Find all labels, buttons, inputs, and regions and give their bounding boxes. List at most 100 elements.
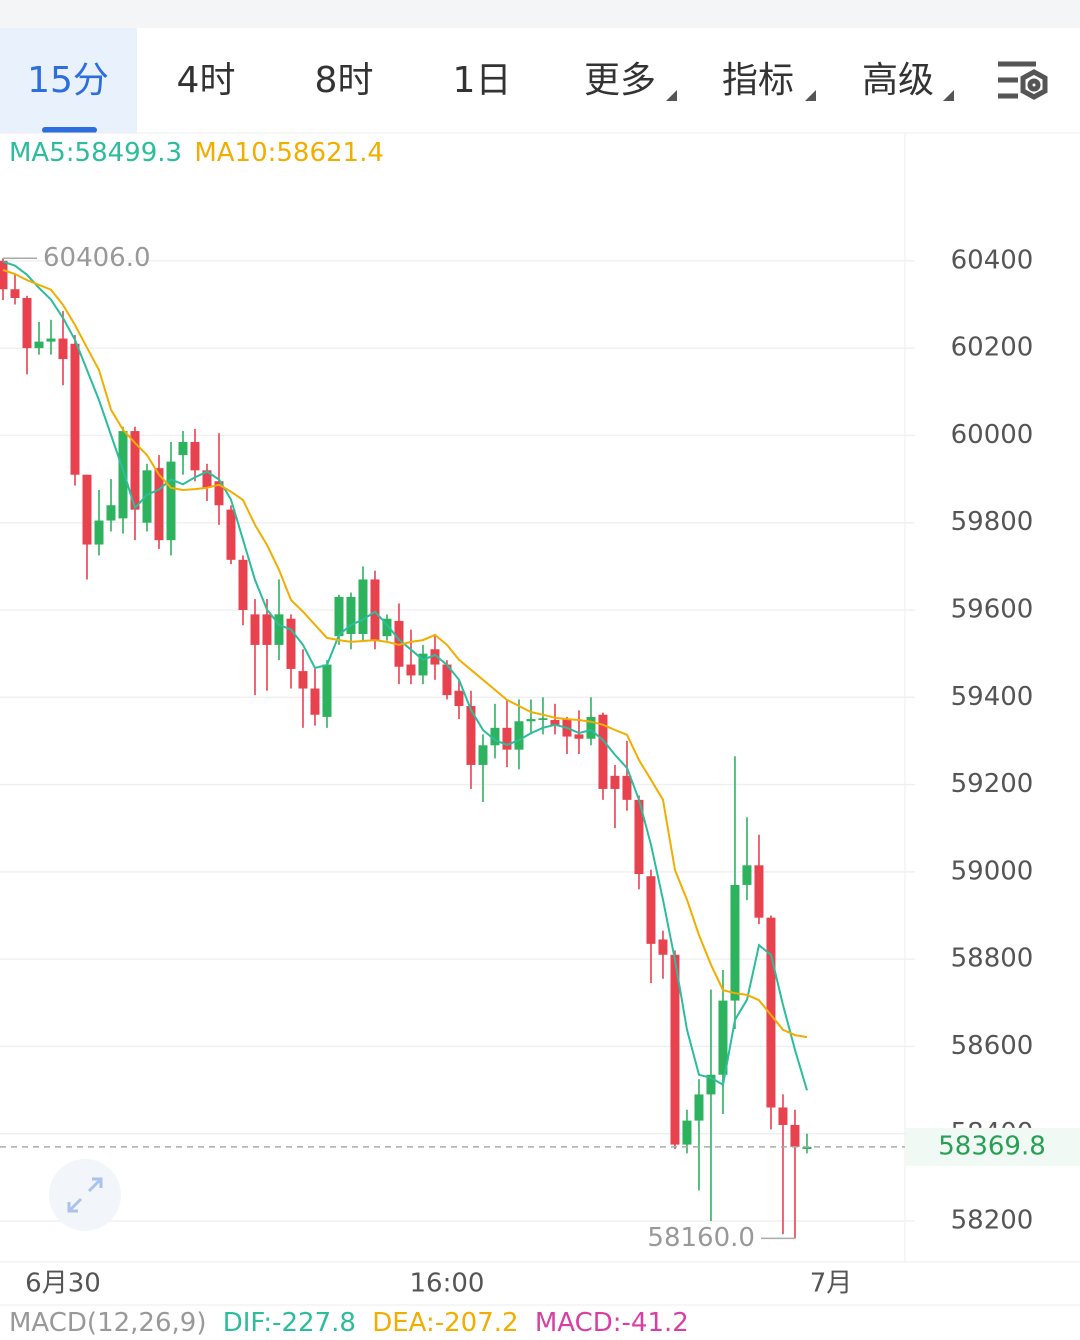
candle-body	[142, 470, 152, 523]
candle-body	[190, 441, 200, 471]
candle-body	[262, 614, 272, 645]
candle-body	[766, 917, 776, 1108]
last-price-label: 58369.8	[938, 1131, 1046, 1161]
tabs: 15分 4时 8时 1日 更多 指标 高级	[27, 60, 934, 101]
candle-body	[586, 716, 596, 739]
low-label: 58160.0	[647, 1223, 755, 1253]
candle-body	[418, 653, 428, 676]
candle-body	[718, 1000, 728, 1075]
candle-body	[610, 775, 620, 789]
legend-ma5: MA5:58499.3	[9, 138, 182, 168]
candle-body	[250, 614, 260, 645]
last-price-tag	[906, 1127, 1080, 1166]
tab[interactable]: 指标	[722, 60, 794, 101]
y-tick-label: 58200	[951, 1205, 1034, 1235]
candle-body	[730, 884, 740, 1001]
candle-body	[46, 338, 56, 342]
y-tick-label: 60200	[951, 333, 1034, 363]
candle-body	[778, 1107, 788, 1125]
candle-body	[382, 618, 392, 637]
candle-body	[538, 718, 548, 720]
tab[interactable]: 15分	[27, 60, 109, 101]
grid: 5820058400586005880059000592005940059600…	[0, 245, 1034, 1299]
y-tick-label: 59600	[951, 594, 1034, 624]
ma-line	[2, 269, 808, 1039]
candle-body	[454, 690, 464, 707]
macd-value: MACD:-41.2	[535, 1308, 689, 1337]
candle-body	[82, 474, 92, 545]
candle-body	[802, 1146, 812, 1149]
candle-body	[166, 461, 176, 541]
candle-body	[514, 721, 524, 750]
candle-body	[646, 876, 656, 944]
x-tick-label: 16:00	[410, 1269, 485, 1299]
candle-body	[286, 618, 296, 669]
dropdown-triangles	[666, 90, 954, 101]
candle-body	[334, 596, 344, 637]
candle-body	[22, 297, 32, 349]
tab[interactable]: 更多	[584, 60, 656, 101]
y-tick-label: 59200	[951, 769, 1034, 799]
status-strip	[0, 0, 1080, 28]
candle-body	[346, 596, 356, 635]
y-tick-label: 58800	[951, 944, 1034, 974]
macd-title: MACD(12,26,9)	[9, 1308, 206, 1337]
candle-body	[790, 1124, 800, 1147]
macd-dif: DIF:-227.8	[223, 1308, 356, 1337]
candle-body	[214, 481, 224, 506]
candle-body	[442, 664, 452, 696]
candle-body	[550, 719, 560, 726]
y-tick-label: 59400	[951, 682, 1034, 712]
candle-body	[406, 664, 416, 676]
candle-body	[598, 714, 608, 789]
candle-body	[694, 1094, 704, 1121]
candle-body	[706, 1074, 716, 1095]
macd-dea: DEA:-207.2	[372, 1308, 518, 1337]
tab[interactable]: 高级	[862, 60, 934, 101]
candle-body	[574, 734, 584, 739]
candle-body	[94, 520, 104, 545]
y-tick-label: 59800	[951, 507, 1034, 537]
candle-body	[298, 671, 308, 689]
candle-body	[502, 727, 512, 750]
candle-body	[622, 775, 632, 800]
ma-line	[2, 260, 808, 1091]
high-label: 60406.0	[43, 243, 151, 273]
candle-body	[130, 431, 140, 510]
legend-ma10: MA10:58621.4	[194, 138, 384, 168]
candle-body	[238, 559, 248, 610]
candle-body	[0, 260, 8, 290]
candle-body	[322, 664, 332, 717]
candle-body	[358, 579, 368, 635]
settings-icon[interactable]	[998, 61, 1048, 100]
candle-body	[430, 649, 440, 665]
candle-body	[682, 1120, 692, 1145]
candle-body	[70, 343, 80, 475]
candle-body	[58, 338, 68, 360]
y-tick-label: 60000	[951, 420, 1034, 450]
candle-body	[202, 470, 212, 488]
y-tick-label: 59000	[951, 856, 1034, 886]
candle-body	[490, 727, 500, 746]
tab[interactable]: 1日	[453, 60, 512, 101]
macd-legend: MACD(12,26,9) DIF:-227.8 DEA:-207.2 MACD…	[9, 1308, 689, 1337]
tab-indicator	[42, 127, 97, 133]
candle-body	[466, 706, 476, 765]
candle-body	[658, 939, 668, 955]
expand-button[interactable]	[49, 1159, 121, 1231]
x-tick-label: 6月30	[25, 1269, 101, 1299]
candle-body	[10, 289, 20, 298]
candle-body	[670, 954, 680, 1145]
candle-body	[310, 688, 320, 715]
candle-body	[370, 579, 380, 641]
candle-body	[226, 509, 236, 560]
tab[interactable]: 8时	[315, 60, 374, 101]
candle-body	[34, 341, 44, 349]
candle-body	[106, 505, 116, 521]
y-tick-label: 58600	[951, 1031, 1034, 1061]
tab-selected-bg	[0, 28, 137, 133]
tab[interactable]: 4时	[177, 60, 236, 101]
candle-body	[394, 620, 404, 667]
